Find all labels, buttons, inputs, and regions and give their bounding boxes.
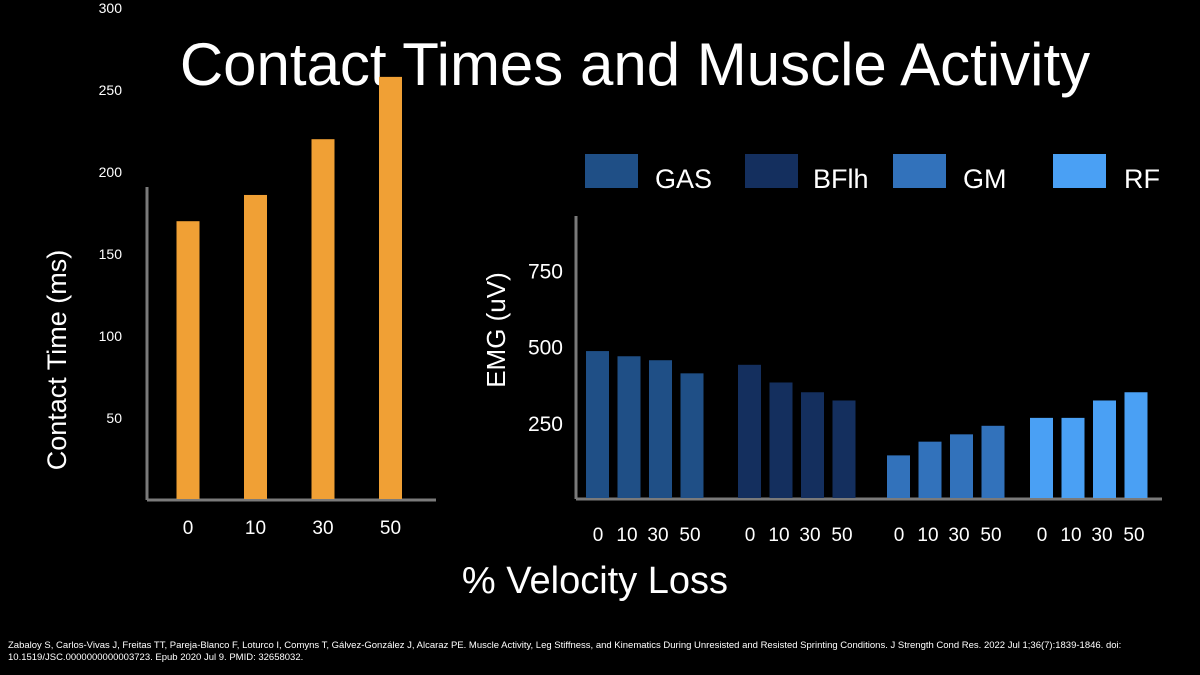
x-tick-label: 0 xyxy=(894,525,905,546)
legend-swatch-rf xyxy=(1053,154,1106,188)
y-tick-label: 250 xyxy=(528,413,563,436)
x-tick-label: 10 xyxy=(768,525,789,546)
x-tick-label: 10 xyxy=(917,525,938,546)
x-tick-label: 0 xyxy=(593,525,604,546)
x-tick-label: 30 xyxy=(647,525,668,546)
x-tick-label: 0 xyxy=(745,525,756,546)
x-tick-label: 10 xyxy=(1060,525,1081,546)
x-tick-label: 30 xyxy=(948,525,969,546)
bar-rf xyxy=(1093,400,1116,498)
legend-label-gas: GAS xyxy=(655,164,712,194)
y-tick-label: 150 xyxy=(99,246,123,262)
legend-label-rf: RF xyxy=(1124,164,1160,194)
x-tick-label: 50 xyxy=(980,525,1001,546)
x-tick-label: 30 xyxy=(799,525,820,546)
bar xyxy=(379,76,402,499)
bar xyxy=(244,194,267,499)
bar-gm xyxy=(981,425,1005,498)
x-tick-label: 10 xyxy=(245,518,266,539)
x-tick-label: 50 xyxy=(1123,525,1144,546)
x-tick-label: 50 xyxy=(679,525,700,546)
bar xyxy=(311,139,335,499)
bar-rf xyxy=(1030,417,1053,498)
x-tick-label: 50 xyxy=(831,525,852,546)
bar-gas xyxy=(680,373,704,498)
x-tick-label: 50 xyxy=(380,518,401,539)
bar-gm xyxy=(950,434,973,498)
x-tick-label: 30 xyxy=(1091,525,1112,546)
y-tick-label: 50 xyxy=(106,410,122,426)
contact-time-chart: 50 100 150 200 250 300 0 10 30 50 Contact Time (ms… xyxy=(42,0,436,539)
bar-gm xyxy=(887,455,910,498)
shared-x-axis-label: % Velocity Loss xyxy=(461,560,729,602)
bar-bflh xyxy=(738,364,761,498)
bar-rf xyxy=(1061,417,1085,498)
legend-swatch-gm xyxy=(893,154,946,188)
y-axis-label: EMG (uV) xyxy=(481,272,511,388)
legend-label-bflh: BFlh xyxy=(813,164,869,194)
citation: Zabaloy S, Carlos-Vivas J, Freitas TT, P… xyxy=(8,640,1122,663)
y-tick-label: 750 xyxy=(528,260,563,283)
y-tick-label: 250 xyxy=(99,82,123,98)
legend-swatch-gas xyxy=(585,154,638,188)
bar-bflh xyxy=(832,400,856,498)
bar-rf xyxy=(1124,392,1148,498)
x-tick-label: 30 xyxy=(312,518,333,539)
x-tick-label: 0 xyxy=(1037,525,1048,546)
slide-title: Contact Times and Muscle Activity xyxy=(179,31,1091,98)
legend-label-gm: GM xyxy=(963,164,1007,194)
y-tick-label: 300 xyxy=(99,0,123,16)
bar-bflh xyxy=(801,392,824,498)
legend-swatch-bflh xyxy=(745,154,798,188)
y-axis-label: Contact Time (ms) xyxy=(42,250,72,471)
bar-gas xyxy=(617,356,641,498)
y-tick-label: 200 xyxy=(99,164,123,180)
bar xyxy=(176,221,200,499)
bar-gas xyxy=(586,351,609,498)
x-tick-label: 0 xyxy=(183,518,194,539)
x-tick-label: 10 xyxy=(616,525,637,546)
y-tick-label: 500 xyxy=(528,337,563,360)
bar-gas xyxy=(649,360,672,498)
bar-bflh xyxy=(769,382,793,498)
y-tick-label: 100 xyxy=(99,328,123,344)
bar-gm xyxy=(918,441,942,498)
